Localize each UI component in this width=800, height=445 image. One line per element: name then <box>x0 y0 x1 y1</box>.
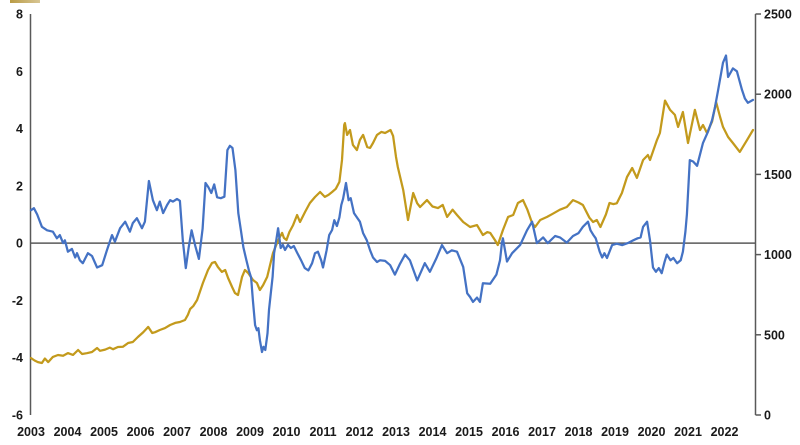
right-axis-tick-labels: 2500 2000 1500 1000 500 0 <box>764 8 792 423</box>
left-axis-tick-label: 8 <box>16 8 23 22</box>
x-axis-year-label: 2021 <box>674 425 702 439</box>
x-axis-year-label: 2017 <box>528 425 556 439</box>
left-axis-tick-label: -6 <box>12 409 23 423</box>
x-axis-year-label: 2019 <box>601 425 629 439</box>
x-axis-year-label: 2012 <box>346 425 374 439</box>
x-axis-year-label: 2013 <box>382 425 410 439</box>
x-axis-year-label: 2008 <box>200 425 228 439</box>
x-axis-year-label: 2020 <box>638 425 666 439</box>
x-axis-year-label: 2014 <box>419 425 447 439</box>
x-axis-year-label: 2018 <box>565 425 593 439</box>
right-axis-tick-label: 2500 <box>764 8 792 22</box>
gold-series-line <box>29 99 755 365</box>
x-axis-year-label: 2010 <box>273 425 301 439</box>
left-axis-tick-label: 0 <box>16 237 23 251</box>
left-axis-tick-label: -2 <box>12 294 23 308</box>
x-axis-year-label: 2009 <box>236 425 264 439</box>
right-axis-tick-label: 0 <box>764 409 771 423</box>
clipped-legend-swatch <box>10 0 40 3</box>
left-axis-tick-label: -4 <box>12 351 23 365</box>
x-axis-year-label: 2007 <box>163 425 191 439</box>
x-axis-year-labels: 2003 2004 2005 2006 2007 2008 2009 2010 2011 2012… <box>17 425 738 439</box>
x-axis-year-label: 2003 <box>17 425 45 439</box>
left-axis-tick-label: 2 <box>16 179 23 193</box>
x-axis-year-label: 2015 <box>455 425 483 439</box>
x-axis-year-label: 2005 <box>90 425 118 439</box>
right-axis-tick-label: 2000 <box>764 88 792 102</box>
x-axis-year-label: 2004 <box>54 425 82 439</box>
right-axis-ticks <box>755 13 761 416</box>
x-axis-year-label: 2022 <box>711 425 739 439</box>
x-axis-year-label: 2016 <box>492 425 520 439</box>
left-axis-tick-label: 4 <box>16 122 23 136</box>
right-axis-tick-label: 500 <box>764 328 785 342</box>
right-axis-tick-label: 1000 <box>764 248 792 262</box>
right-axis-tick-label: 1500 <box>764 168 792 182</box>
left-axis-tick-label: 6 <box>16 65 23 79</box>
x-axis-year-label: 2011 <box>309 425 336 439</box>
blue-series-line <box>29 54 755 354</box>
x-axis-year-label: 2006 <box>127 425 155 439</box>
left-axis-tick-labels: 8 6 4 2 0 -2 -4 -6 <box>12 8 23 423</box>
